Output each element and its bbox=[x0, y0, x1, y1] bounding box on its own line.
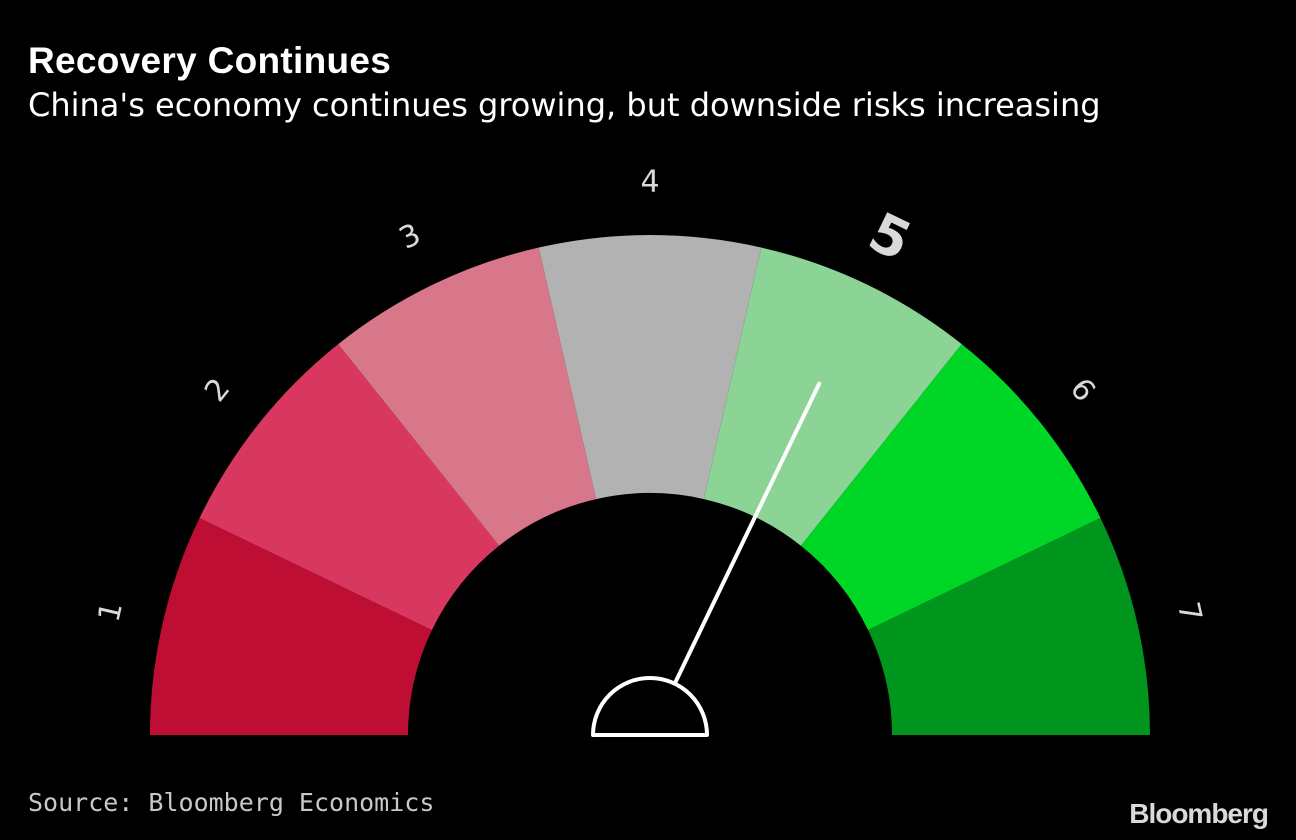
gauge-needle-hub bbox=[591, 676, 709, 737]
gauge-segment-7 bbox=[868, 518, 1150, 735]
tick-label-7: 7 bbox=[1170, 599, 1208, 625]
gauge-needle-group bbox=[591, 381, 822, 737]
source-note: Source: Bloomberg Economics bbox=[28, 788, 435, 817]
gauge-segment-6 bbox=[800, 344, 1101, 631]
tick-label-4: 4 bbox=[640, 165, 659, 200]
tick-label-6: 6 bbox=[1063, 372, 1102, 409]
gauge-segment-2 bbox=[199, 344, 500, 631]
tick-label-5: 5 bbox=[859, 200, 920, 273]
tick-label-3: 3 bbox=[394, 217, 426, 257]
gauge-segments bbox=[150, 235, 1150, 735]
gauge-segment-4 bbox=[538, 235, 762, 500]
tick-label-1: 1 bbox=[92, 599, 130, 625]
tick-label-2: 2 bbox=[198, 372, 237, 409]
gauge-needle bbox=[672, 381, 822, 686]
gauge-segment-1 bbox=[150, 518, 432, 735]
gauge-segment-3 bbox=[338, 247, 597, 546]
chart-title: Recovery Continues bbox=[28, 40, 392, 81]
bloomberg-logo: Bloomberg bbox=[1129, 798, 1269, 829]
gauge-segment-5 bbox=[703, 247, 962, 546]
chart-subtitle: China's economy continues growing, but d… bbox=[28, 86, 1101, 124]
